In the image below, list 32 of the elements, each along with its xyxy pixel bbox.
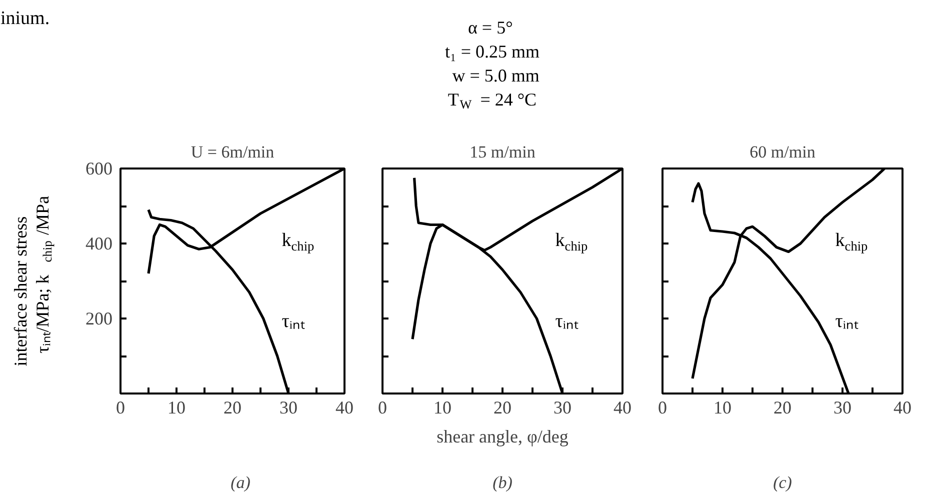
text: (c) bbox=[773, 473, 792, 492]
x-tick-label: 40 bbox=[894, 398, 912, 418]
chart-title: 60 m/min bbox=[750, 142, 816, 162]
x-tick-label: 0 bbox=[658, 398, 667, 418]
text: t₁ = 0.25 mm bbox=[445, 42, 540, 62]
x-tick-label: 0 bbox=[378, 398, 387, 418]
text: w = 5.0 mm bbox=[452, 66, 540, 86]
x-tick-label: 30 bbox=[834, 398, 852, 418]
text: (b) bbox=[492, 473, 513, 492]
x-tick-label: 10 bbox=[714, 398, 732, 418]
x-axis-title: shear angle, φ/deg bbox=[436, 426, 568, 446]
x-tick-label: 40 bbox=[614, 398, 632, 418]
y-tick-label: 600 bbox=[86, 158, 112, 178]
text: α = 5° bbox=[468, 18, 513, 38]
x-tick-label: 0 bbox=[116, 398, 125, 418]
x-tick-label: 20 bbox=[494, 398, 512, 418]
series-label: τᵢₙₜ bbox=[282, 311, 306, 332]
x-tick-label: 20 bbox=[224, 398, 242, 418]
chart-title: U = 6m/min bbox=[190, 142, 275, 162]
x-tick-label: 40 bbox=[336, 398, 354, 418]
text: inium. bbox=[0, 8, 50, 29]
y-tick-label: 400 bbox=[86, 234, 112, 254]
series-label: τᵢₙₜ bbox=[555, 311, 580, 332]
x-tick-label: 20 bbox=[774, 398, 792, 418]
series-label: τᵢₙₜ bbox=[835, 311, 860, 332]
x-tick-label: 10 bbox=[168, 398, 186, 418]
chart-title: 15 m/min bbox=[470, 142, 536, 162]
x-tick-label: 10 bbox=[434, 398, 452, 418]
y-tick-label: 200 bbox=[86, 308, 112, 328]
x-tick-label: 30 bbox=[280, 398, 298, 418]
x-tick-label: 30 bbox=[554, 398, 572, 418]
text: (a) bbox=[230, 473, 251, 492]
